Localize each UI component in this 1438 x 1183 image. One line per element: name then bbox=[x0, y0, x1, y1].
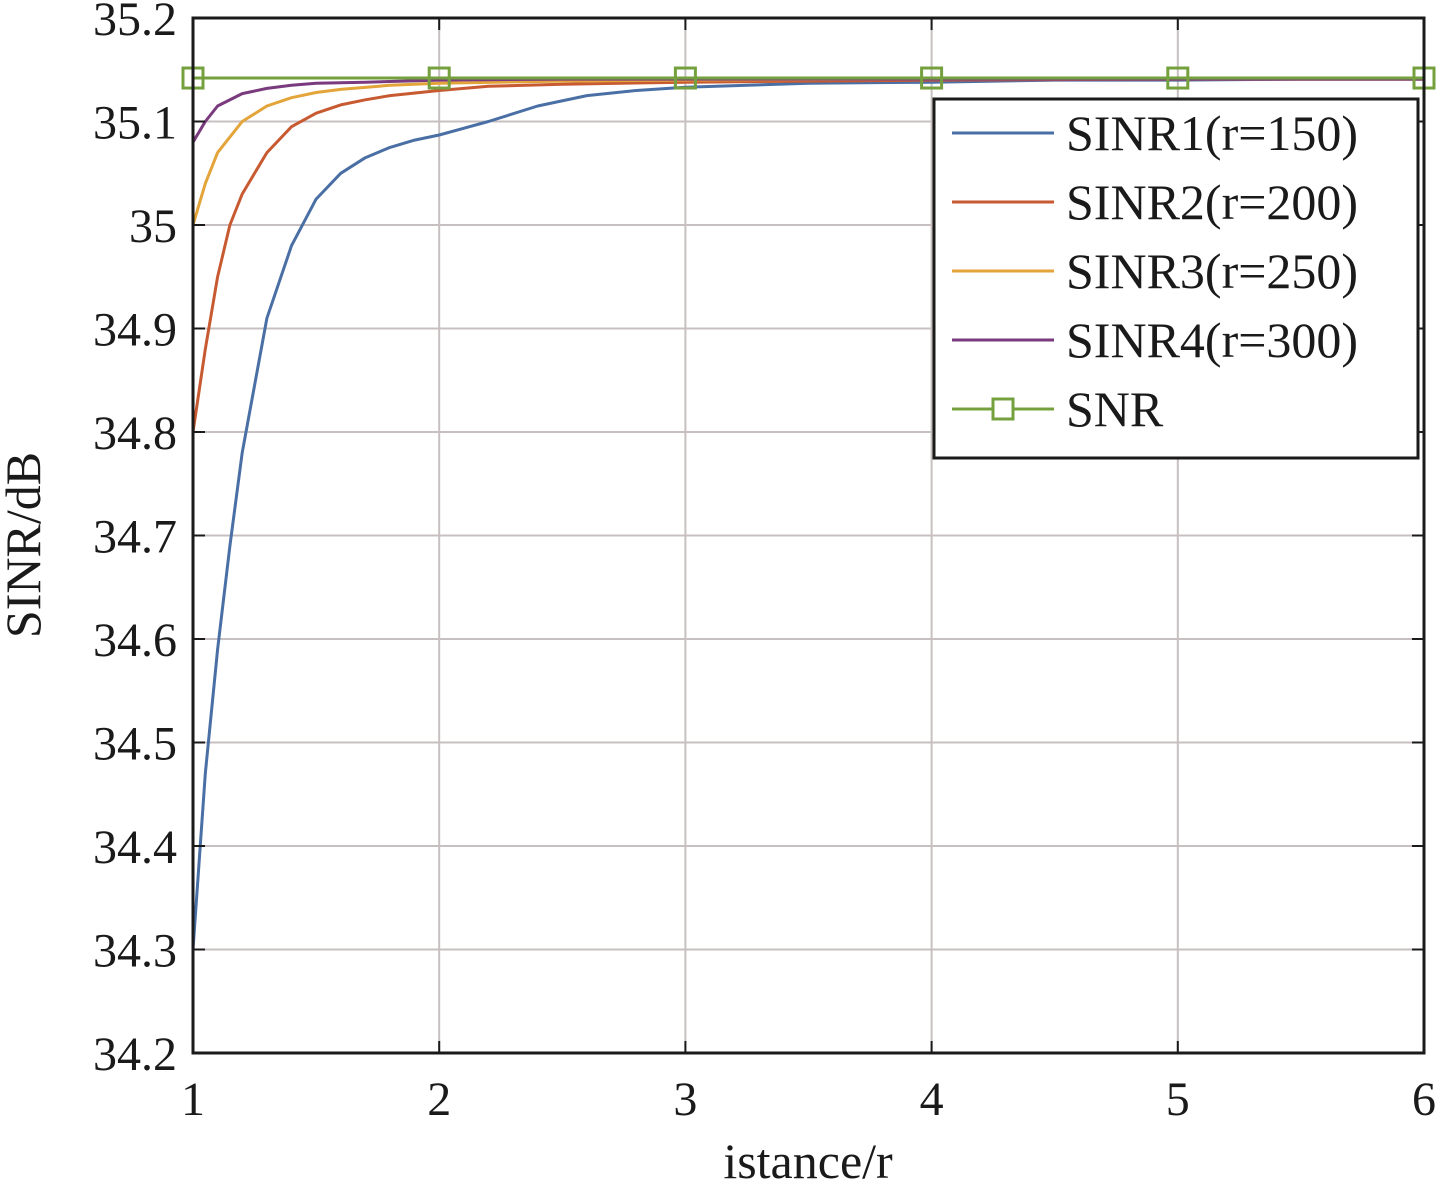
data-point-snr bbox=[673, 66, 697, 90]
series-layer bbox=[181, 66, 1436, 950]
x-axis-label: istance/r bbox=[723, 1133, 893, 1183]
legend-label: SINR3(r=250) bbox=[1066, 243, 1358, 299]
y-tick-label: 34.7 bbox=[93, 511, 177, 564]
y-tick-label: 34.5 bbox=[93, 718, 177, 771]
x-tick-label: 3 bbox=[673, 1073, 697, 1126]
y-tick-label: 34.8 bbox=[93, 407, 177, 460]
y-tick-label: 35.1 bbox=[93, 97, 177, 150]
y-axis-label: SINR/dB bbox=[0, 452, 51, 638]
y-tick-label: 34.6 bbox=[93, 614, 177, 667]
legend: SINR1(r=150) SINR2(r=200) SINR3(r=250) SINR… bbox=[932, 97, 1420, 460]
data-point-snr bbox=[427, 66, 451, 90]
x-tick-label: 2 bbox=[427, 1073, 451, 1126]
x-tick-label: 4 bbox=[920, 1073, 944, 1126]
y-tick-label: 34.3 bbox=[93, 925, 177, 978]
legend-label: SINR1(r=150) bbox=[1066, 105, 1358, 161]
legend-box bbox=[932, 97, 1420, 460]
y-tick-label: 34.4 bbox=[93, 821, 177, 874]
series-line-sinr1-r-150 bbox=[191, 77, 1424, 950]
y-tick-label: 34.9 bbox=[93, 304, 177, 357]
legend-label: SNR bbox=[1066, 381, 1164, 437]
axis-ticks: 1 2 3 4 5 6 34.2 34.3 34.4 34.5 34.6 34.7 34.8 34.9 35… bbox=[93, 0, 1436, 1126]
legend-label: SINR4(r=300) bbox=[1066, 312, 1358, 368]
x-tick-label: 1 bbox=[181, 1073, 205, 1126]
legend-marker bbox=[991, 397, 1015, 421]
data-point-snr bbox=[920, 66, 944, 90]
legend-label: SINR2(r=200) bbox=[1066, 174, 1358, 230]
y-tick-label: 35.2 bbox=[93, 0, 177, 46]
data-point-snr bbox=[1166, 66, 1190, 90]
y-tick-label: 34.2 bbox=[93, 1028, 177, 1081]
x-tick-label: 5 bbox=[1166, 1073, 1190, 1126]
x-tick-label: 6 bbox=[1412, 1073, 1436, 1126]
y-tick-label: 35 bbox=[129, 200, 177, 253]
